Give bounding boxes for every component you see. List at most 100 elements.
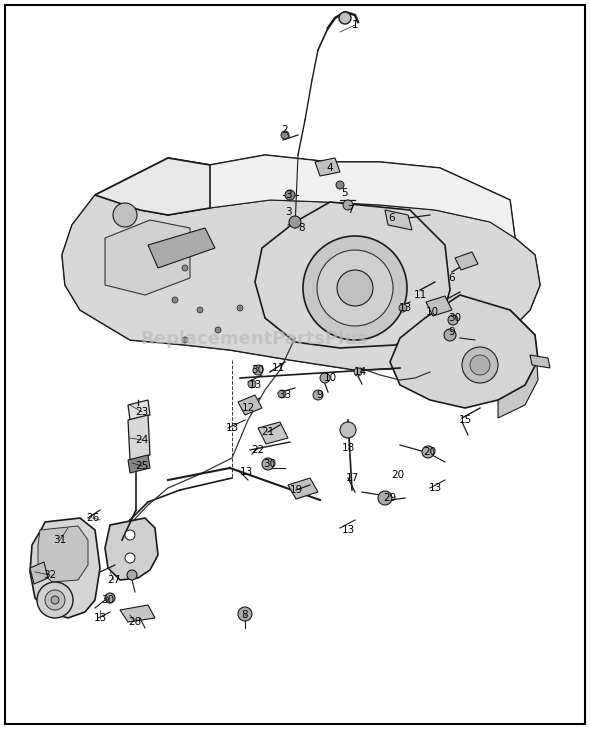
Circle shape [172,297,178,303]
Polygon shape [62,195,540,370]
Text: 9: 9 [448,327,455,337]
Circle shape [45,590,65,610]
Text: 23: 23 [135,407,149,417]
Text: ReplacementPartsPlus: ReplacementPartsPlus [140,330,368,348]
Text: 7: 7 [347,205,353,215]
Circle shape [182,265,188,271]
Circle shape [253,365,263,375]
Text: 13: 13 [240,467,253,477]
Circle shape [285,190,295,200]
Polygon shape [530,355,550,368]
Circle shape [337,270,373,306]
Polygon shape [105,518,158,580]
Polygon shape [498,310,538,418]
Text: 13: 13 [93,613,107,623]
Polygon shape [95,158,210,215]
Circle shape [339,12,351,24]
Polygon shape [315,158,340,176]
Polygon shape [30,562,48,584]
Text: 13: 13 [428,483,442,493]
Circle shape [313,390,323,400]
Text: 4: 4 [327,163,333,173]
Text: 30: 30 [264,459,277,469]
Circle shape [340,422,356,438]
Polygon shape [128,455,150,473]
Text: 1: 1 [352,20,358,30]
Circle shape [303,236,407,340]
Polygon shape [426,296,452,316]
Text: 29: 29 [384,493,396,503]
Circle shape [238,607,252,621]
Text: 32: 32 [44,570,57,580]
Text: 8: 8 [299,223,305,233]
Polygon shape [62,155,540,370]
Polygon shape [385,210,412,230]
Circle shape [399,304,407,312]
Polygon shape [288,478,318,499]
Polygon shape [455,252,478,270]
Text: 30: 30 [101,595,114,605]
Polygon shape [105,220,190,295]
Polygon shape [390,295,538,408]
Circle shape [336,181,344,189]
Polygon shape [238,395,262,415]
Text: 6: 6 [448,273,455,283]
Text: 11: 11 [414,290,427,300]
Text: 12: 12 [241,403,255,413]
Circle shape [105,593,115,603]
Circle shape [37,582,73,618]
Text: 20: 20 [391,470,405,480]
Circle shape [462,347,498,383]
Text: 22: 22 [251,445,265,455]
Circle shape [113,203,137,227]
Text: 8: 8 [242,610,248,620]
Circle shape [278,390,286,398]
Circle shape [197,307,203,313]
Circle shape [51,596,59,604]
Circle shape [448,315,458,325]
Circle shape [343,200,353,210]
Polygon shape [128,415,150,460]
Text: 10: 10 [323,373,336,383]
Circle shape [237,305,243,311]
Text: 3: 3 [285,190,291,200]
Circle shape [354,368,362,376]
Circle shape [289,216,301,228]
Polygon shape [255,202,450,348]
Circle shape [444,329,456,341]
Text: 5: 5 [342,188,348,198]
Polygon shape [130,155,515,238]
Polygon shape [38,526,88,582]
Text: 11: 11 [271,363,284,373]
Circle shape [127,570,137,580]
Text: 33: 33 [278,390,291,400]
Polygon shape [120,605,155,622]
Text: 3: 3 [285,207,291,217]
Text: 30: 30 [448,313,461,323]
Text: 13: 13 [398,303,412,313]
Circle shape [248,380,256,388]
Text: 31: 31 [53,535,67,545]
Text: 25: 25 [135,461,149,471]
Circle shape [320,373,330,383]
Circle shape [262,458,274,470]
Text: 20: 20 [424,447,437,457]
Circle shape [125,530,135,540]
Text: 13: 13 [248,380,261,390]
Circle shape [182,337,188,343]
Text: 6: 6 [389,213,395,223]
Text: 19: 19 [289,485,303,495]
Circle shape [281,131,289,139]
Circle shape [317,250,393,326]
Polygon shape [30,518,100,618]
Circle shape [378,491,392,505]
Text: 10: 10 [425,307,438,317]
Text: 30: 30 [251,365,264,375]
Circle shape [215,327,221,333]
Text: 9: 9 [317,390,323,400]
Circle shape [125,553,135,563]
Text: 24: 24 [135,435,149,445]
Circle shape [470,355,490,375]
Polygon shape [148,228,215,268]
Text: 18: 18 [342,443,355,453]
